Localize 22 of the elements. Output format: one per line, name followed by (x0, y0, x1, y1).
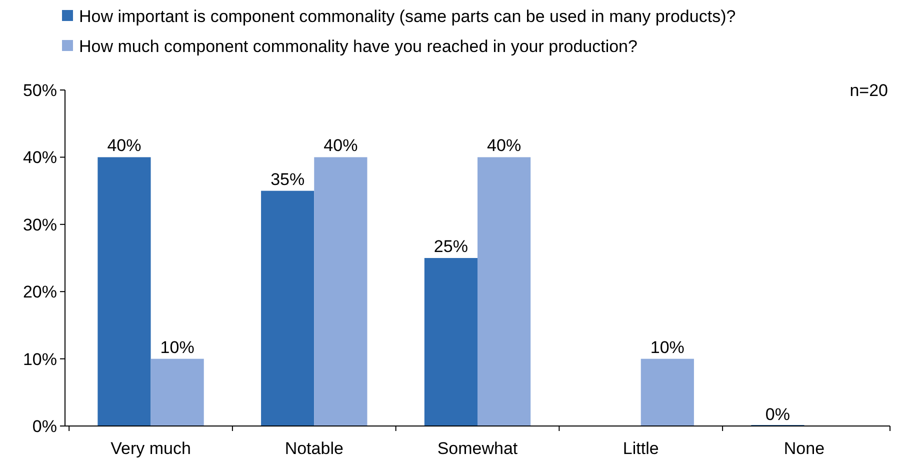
y-tick-label: 50% (22, 80, 57, 100)
data-label: 40% (107, 136, 142, 156)
data-label: 35% (270, 170, 305, 189)
data-label: 10% (160, 338, 194, 357)
y-tick-label: 0% (32, 416, 57, 436)
data-label: 25% (434, 237, 468, 256)
data-label: 40% (324, 136, 358, 156)
data-label: 40% (487, 136, 522, 156)
x-tick-label: Notable (284, 439, 344, 458)
annotation: n=20 (850, 80, 888, 100)
data-label: 10% (650, 338, 684, 357)
legend-label: How important is component commonality (same parts can be used in many products)? (79, 6, 736, 26)
x-tick-label: Very much (110, 439, 191, 458)
x-tick-label: None (784, 439, 825, 458)
y-tick-label: 20% (22, 282, 57, 302)
legend-label: How much component commonality have you reached in your production? (79, 36, 638, 56)
x-tick-label: Somewhat (437, 439, 518, 458)
y-tick-label: 40% (22, 148, 57, 168)
y-tick-label: 10% (22, 350, 57, 369)
y-tick-label: 30% (22, 215, 57, 234)
data-label: 0% (765, 405, 790, 424)
x-tick-label: Little (622, 439, 659, 458)
